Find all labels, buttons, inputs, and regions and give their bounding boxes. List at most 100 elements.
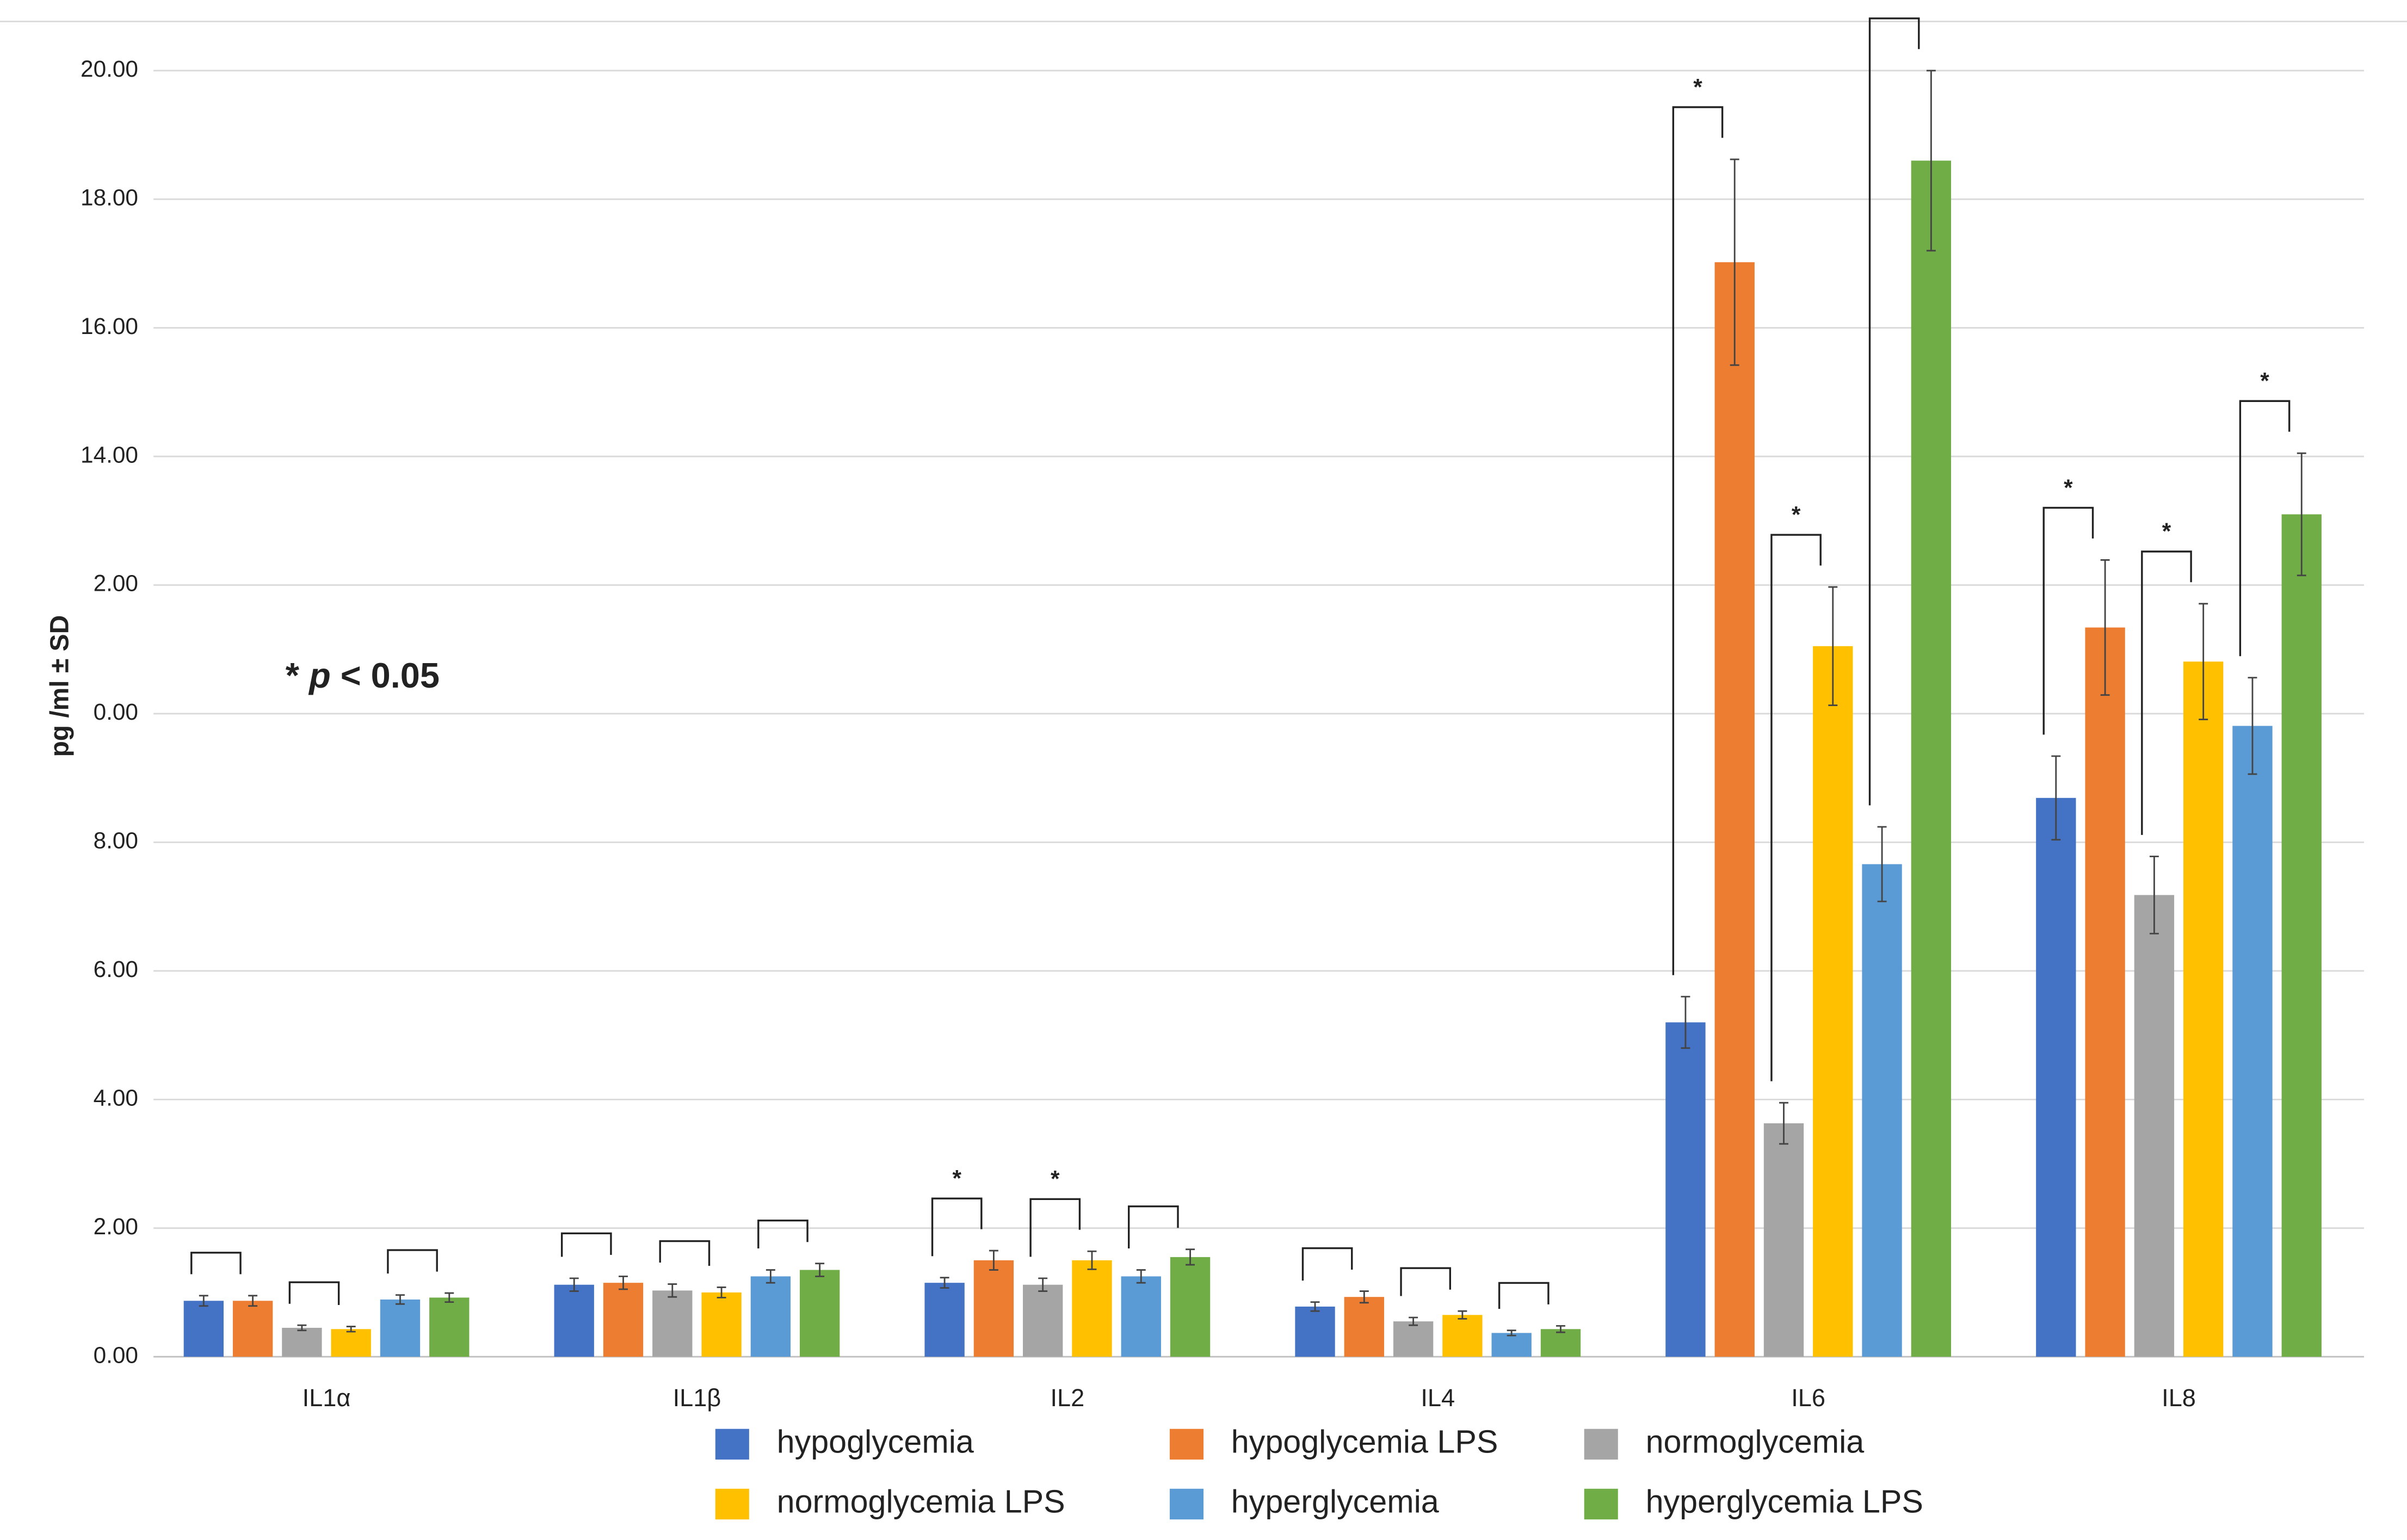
x-tick-label: IL2 <box>1050 1384 1084 1412</box>
legend-label: hypoglycemia LPS <box>1231 1424 1498 1460</box>
y-tick-label: 14.00 <box>81 442 138 467</box>
error-bar <box>1409 1316 1418 1326</box>
y-tick-label: 8.00 <box>94 828 138 854</box>
bar <box>1813 646 1853 1357</box>
bar <box>1714 262 1755 1357</box>
significance-bracket <box>1029 1198 1081 1257</box>
significance-label: * <box>2162 518 2171 544</box>
bar <box>2036 797 2076 1357</box>
bar <box>331 1329 371 1357</box>
significance-bracket <box>288 1281 340 1306</box>
bar <box>2281 514 2322 1357</box>
legend-swatch <box>1584 1488 1618 1520</box>
significance-label: * <box>952 1165 961 1191</box>
y-tick-label: 6.00 <box>94 956 138 982</box>
y-tick-label: 0.00 <box>94 1342 138 1368</box>
significance-bracket <box>1498 1282 1550 1309</box>
bar <box>1121 1276 1161 1357</box>
error-bar <box>1310 1301 1320 1312</box>
legend-swatch <box>1584 1428 1618 1460</box>
error-bar <box>1779 1102 1788 1145</box>
legend-swatch <box>1169 1488 1204 1520</box>
y-tick-label: 0.00 <box>94 699 138 725</box>
annotation-part: < 0.05 <box>331 655 440 695</box>
bar <box>1862 864 1902 1357</box>
y-tick-label: 16.00 <box>81 313 138 339</box>
y-tick-label: 2.00 <box>94 571 138 596</box>
error-bar <box>2051 755 2061 841</box>
significance-bracket <box>1127 1205 1179 1249</box>
bar <box>750 1276 791 1357</box>
bar <box>1911 160 1952 1357</box>
bar <box>1393 1321 1434 1357</box>
bar <box>183 1301 224 1357</box>
error-bar <box>717 1287 726 1298</box>
error-bar <box>1730 158 1739 366</box>
x-tick-label: IL1β <box>673 1384 721 1412</box>
error-bar <box>1458 1310 1467 1320</box>
error-bar <box>2149 855 2159 935</box>
error-bar <box>1087 1250 1097 1270</box>
significance-bracket <box>1400 1267 1451 1296</box>
significance-bracket <box>2239 400 2291 657</box>
bar <box>1072 1260 1112 1357</box>
bar <box>380 1299 421 1357</box>
bar <box>1442 1315 1483 1357</box>
significance-label: * <box>1792 502 1801 527</box>
bar <box>1344 1297 1384 1357</box>
error-bar <box>2297 452 2306 577</box>
significance-label: * <box>1890 0 1899 11</box>
bar <box>1023 1284 1063 1357</box>
error-bar <box>940 1277 949 1289</box>
bar <box>973 1260 1014 1357</box>
legend-swatch <box>715 1428 749 1460</box>
legend-label: hyperglycemia LPS <box>1646 1483 1923 1520</box>
annotation-part: * <box>286 655 309 695</box>
error-bar <box>1136 1269 1146 1284</box>
error-bar <box>1186 1248 1195 1266</box>
error-bar <box>199 1295 208 1307</box>
significance-bracket <box>1770 534 1822 1081</box>
significance-bracket <box>560 1232 612 1257</box>
bar <box>554 1284 594 1357</box>
annotation-part: p <box>308 655 331 695</box>
significance-bracket <box>1868 17 1920 806</box>
y-tick-label: 18.00 <box>81 184 138 210</box>
legend-swatch <box>715 1488 749 1520</box>
error-bar <box>1681 995 1690 1049</box>
significance-bracket <box>387 1249 438 1274</box>
error-bar <box>1038 1277 1048 1292</box>
bar <box>282 1327 322 1357</box>
error-bar <box>248 1295 258 1307</box>
error-bar <box>815 1263 825 1277</box>
significance-bracket <box>931 1197 983 1257</box>
significance-label: * <box>2260 368 2269 394</box>
legend-label: normoglycemia <box>1646 1424 1865 1460</box>
error-bar <box>396 1294 405 1305</box>
bar <box>603 1283 644 1357</box>
bar <box>232 1301 273 1357</box>
error-bar <box>297 1324 307 1332</box>
bar <box>1491 1333 1532 1357</box>
significance-bracket <box>659 1240 711 1266</box>
annotation: * p < 0.05 <box>286 655 440 695</box>
significance-label: * <box>2064 475 2073 500</box>
x-tick-label: IL6 <box>1791 1384 1825 1412</box>
significance-bracket <box>2042 506 2094 735</box>
error-bar <box>1926 70 1936 252</box>
error-bar <box>2248 677 2257 775</box>
bar <box>652 1290 693 1357</box>
x-tick-label: IL8 <box>2162 1384 2196 1412</box>
error-bar <box>619 1275 628 1290</box>
y-tick-label: 2.00 <box>94 1214 138 1239</box>
bar <box>2134 895 2175 1357</box>
error-bar <box>445 1292 454 1303</box>
bar <box>1665 1022 1706 1357</box>
bar <box>429 1297 470 1357</box>
bar <box>701 1292 742 1357</box>
legend-label: hypoglycemia <box>777 1424 974 1460</box>
bar <box>1295 1306 1335 1357</box>
legend-label: hyperglycemia <box>1231 1483 1439 1520</box>
error-bar <box>346 1326 356 1333</box>
